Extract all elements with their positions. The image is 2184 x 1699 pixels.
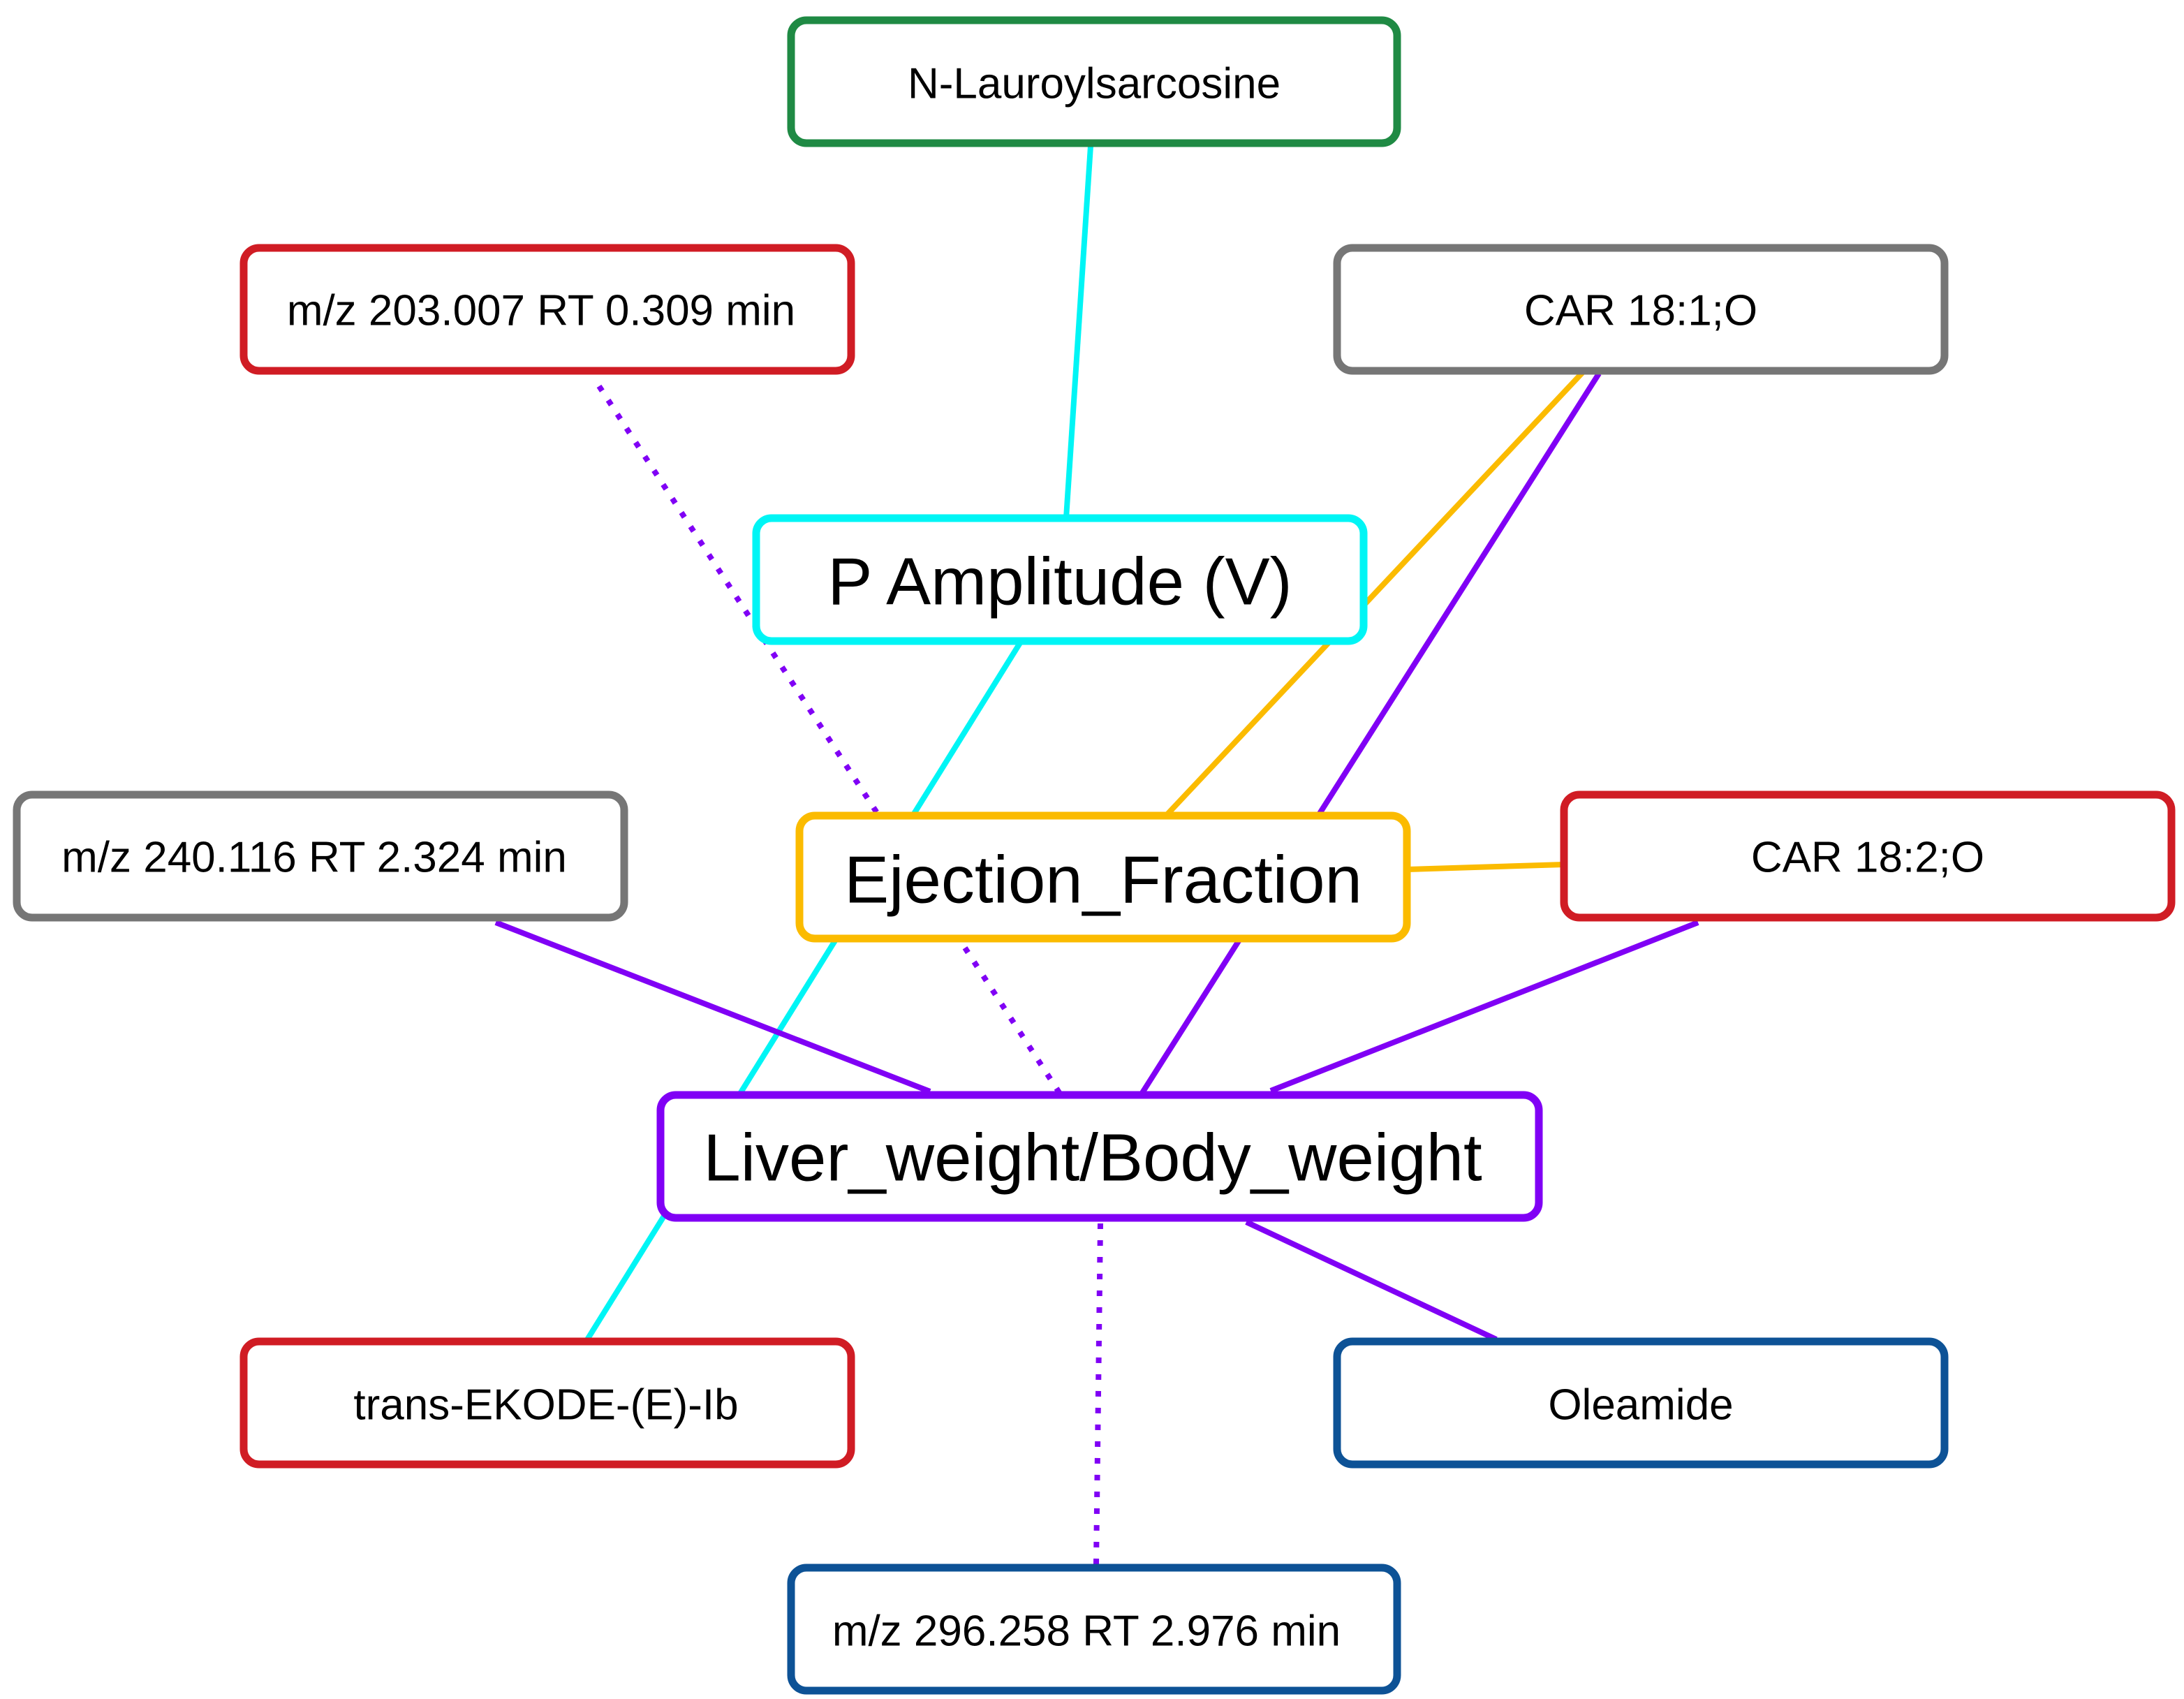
node-label-mz-296: m/z 296.258 RT 2.976 min (832, 1608, 1341, 1656)
node-n-lauroylsarcosine: N-Lauroylsarcosine (787, 16, 1401, 147)
edge-mz-240-liver-body-weight (494, 920, 931, 1094)
node-car-18-2: CAR 18:2;O (1560, 790, 2176, 922)
edge-car-18-1-ejection-fraction (1164, 370, 1585, 818)
nodes-layer: N-Lauroylsarcosine m/z 203.007 RT 0.309 … (13, 16, 2176, 1695)
node-label-mz-203: m/z 203.007 RT 0.309 min (287, 287, 795, 335)
node-label-ejection-fraction: Ejection_Fraction (844, 843, 1362, 918)
edge-n-lauroylsarcosine-p-amplitude (1063, 145, 1093, 519)
node-label-car-18-1: CAR 18:1;O (1524, 287, 1757, 335)
edge-p-amplitude-trans-ekode (584, 640, 1024, 1343)
node-ejection-fraction: Ejection_Fraction (795, 811, 1411, 943)
edge-car-18-2-ejection-fraction (1407, 862, 1565, 872)
edge-car-18-1-liver-body-weight (1138, 372, 1602, 1097)
node-oleamide: Oleamide (1333, 1337, 1949, 1469)
node-trans-ekode: trans-EKODE-(E)-Ib (239, 1337, 855, 1469)
node-liver-body-weight: Liver_weight/Body_weight (656, 1091, 1543, 1222)
node-label-oleamide: Oleamide (1548, 1381, 1733, 1429)
node-mz-203: m/z 203.007 RT 0.309 min (239, 244, 855, 375)
node-label-car-18-2: CAR 18:2;O (1751, 834, 1984, 882)
node-label-n-lauroylsarcosine: N-Lauroylsarcosine (908, 60, 1281, 108)
edge-mz-203-liver-body-weight (596, 384, 1063, 1096)
node-label-liver-body-weight: Liver_weight/Body_weight (703, 1121, 1482, 1196)
node-label-trans-ekode: trans-EKODE-(E)-Ib (353, 1381, 738, 1429)
edge-liver-body-weight-oleamide (1245, 1219, 1498, 1342)
node-car-18-1: CAR 18:1;O (1333, 244, 1949, 375)
edge-car-18-2-liver-body-weight (1269, 920, 1699, 1094)
node-mz-240: m/z 240.116 RT 2.324 min (13, 790, 628, 922)
node-p-amplitude: P Amplitude (V) (752, 514, 1368, 645)
node-label-p-amplitude: P Amplitude (V) (827, 545, 1292, 619)
node-mz-296: m/z 296.258 RT 2.976 min (787, 1564, 1401, 1695)
node-label-mz-240: m/z 240.116 RT 2.324 min (61, 834, 567, 882)
edges-layer (494, 145, 1699, 1565)
edge-liver-body-weight-mz-296 (1093, 1223, 1103, 1565)
